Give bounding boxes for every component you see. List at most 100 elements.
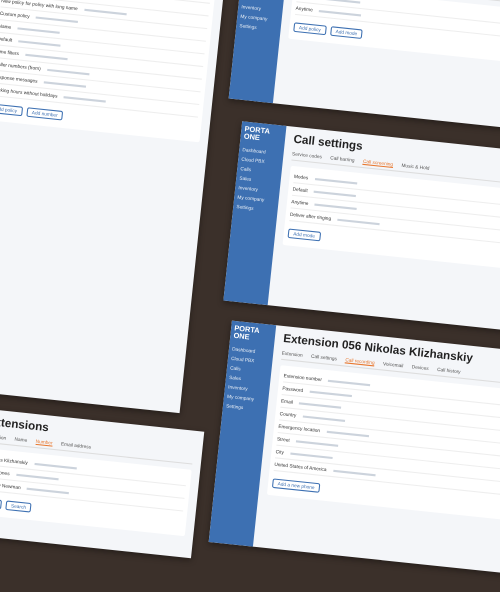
placeholder xyxy=(326,430,369,437)
placeholder xyxy=(83,8,127,15)
row-label: Default xyxy=(292,186,308,194)
tab[interactable]: Email address xyxy=(60,441,92,450)
tab[interactable]: Number xyxy=(35,438,53,447)
nav-item[interactable]: Calls xyxy=(229,365,241,372)
placeholder xyxy=(332,469,376,476)
collage: Call settings Service codes Call barring Ca… xyxy=(0,0,500,575)
button[interactable]: Add mode xyxy=(329,26,364,40)
row-label: Extension number xyxy=(283,372,323,383)
nav-item[interactable]: Settings xyxy=(236,203,254,211)
tab[interactable]: Devices xyxy=(411,364,429,372)
row-label: Time filters xyxy=(0,48,20,57)
card: DefaultAnytimeAdd policyAdd mode xyxy=(288,0,500,67)
tab[interactable]: Call settings xyxy=(310,353,338,362)
logo: PORTA ONE xyxy=(233,325,260,342)
nav-item[interactable]: My company xyxy=(237,194,265,203)
row-label: United States of America xyxy=(274,461,327,473)
nav-item[interactable]: My company xyxy=(226,393,255,402)
button[interactable]: Add policy xyxy=(0,103,23,117)
row-label: Nikolas Klizhanskiy xyxy=(0,455,29,466)
nav-item[interactable]: Cloud PBX xyxy=(241,156,265,165)
button[interactable]: Add mode xyxy=(287,228,321,242)
card: PoliciesDefault voicemail policyNew poli… xyxy=(0,0,216,143)
row-label: Anytime xyxy=(291,198,309,207)
tab[interactable]: Service codes xyxy=(291,151,323,160)
nav-item[interactable]: Sales xyxy=(242,0,281,4)
row-label: Custom policy xyxy=(0,10,30,19)
tab[interactable]: Call screening xyxy=(362,158,394,169)
row-label: Default xyxy=(0,35,13,43)
button[interactable]: Add number xyxy=(26,107,64,121)
nav-item[interactable]: Dashboard xyxy=(231,346,256,354)
placeholder xyxy=(295,439,339,447)
placeholder xyxy=(25,53,68,60)
nav-item[interactable]: Inventory xyxy=(227,384,248,392)
button[interactable]: Search xyxy=(5,500,32,513)
tab[interactable]: Extension xyxy=(281,350,303,358)
placeholder xyxy=(309,390,352,397)
placeholder xyxy=(63,95,107,103)
button[interactable]: Add policy xyxy=(293,22,327,36)
nav-item[interactable]: Settings xyxy=(225,403,244,411)
content: Extensions Extension Name Number Email addre… xyxy=(0,408,204,558)
row-label: Country xyxy=(279,410,297,418)
nav-item[interactable]: Inventory xyxy=(238,184,259,193)
content: Extension 056 Nikolas Klizhanskiy Extensi… xyxy=(253,325,500,574)
placeholder xyxy=(319,9,362,17)
placeholder xyxy=(35,15,79,23)
placeholder xyxy=(314,177,357,184)
row-label: Deliver after ringing xyxy=(289,211,332,222)
row-label: Email xyxy=(280,398,294,405)
button[interactable]: Add a new phone xyxy=(271,478,321,493)
nav-item[interactable]: Sales xyxy=(228,374,242,382)
placeholder xyxy=(34,462,77,469)
placeholder xyxy=(328,379,371,386)
nav-item[interactable]: Calls xyxy=(240,165,252,173)
placeholder xyxy=(43,80,87,88)
row-label: Name xyxy=(0,23,12,30)
placeholder xyxy=(18,39,61,47)
row-label: Anytime xyxy=(295,5,314,13)
placeholder xyxy=(46,68,90,75)
nav-item[interactable]: Sales xyxy=(239,175,252,182)
row-label: Caller numbers (from) xyxy=(0,61,41,72)
placeholder xyxy=(302,414,345,422)
row-label: City xyxy=(275,448,285,455)
placeholder xyxy=(318,0,361,4)
tab[interactable]: Music & Hold xyxy=(401,162,430,171)
row-label: Password xyxy=(282,385,304,394)
row-label: Working hours without holidays xyxy=(0,86,58,99)
placeholder xyxy=(290,451,333,459)
row-label: Andrew Newman xyxy=(0,481,21,491)
nav-item[interactable]: Cloud PBX xyxy=(230,355,255,364)
tab[interactable]: Call history xyxy=(436,366,461,375)
nav-item[interactable]: Dashboard xyxy=(242,146,266,155)
tab[interactable]: Name xyxy=(14,436,28,443)
placeholder xyxy=(337,218,380,225)
card: Extension number Password Email Country Emer… xyxy=(266,365,500,521)
card: Modes Default Anytime Deliver after ringing… xyxy=(282,165,500,271)
nav-item[interactable]: My company xyxy=(240,13,268,22)
tab[interactable]: Call barring xyxy=(330,155,355,163)
tab[interactable]: Extension xyxy=(0,433,7,441)
row-label: Jack Jones xyxy=(0,468,10,477)
nav-item[interactable]: Inventory xyxy=(241,3,262,12)
placeholder xyxy=(299,401,342,409)
placeholder xyxy=(313,190,357,197)
row-label: Street xyxy=(276,436,290,443)
placeholder xyxy=(314,202,358,210)
row-label: Modes xyxy=(293,173,309,181)
nav-item[interactable]: Settings xyxy=(239,22,257,31)
placeholder xyxy=(26,487,70,494)
row-label: Response messages xyxy=(0,73,38,84)
tab[interactable]: Voicemail xyxy=(382,361,404,369)
tab[interactable]: Call recording xyxy=(344,357,375,367)
placeholder xyxy=(15,473,59,480)
